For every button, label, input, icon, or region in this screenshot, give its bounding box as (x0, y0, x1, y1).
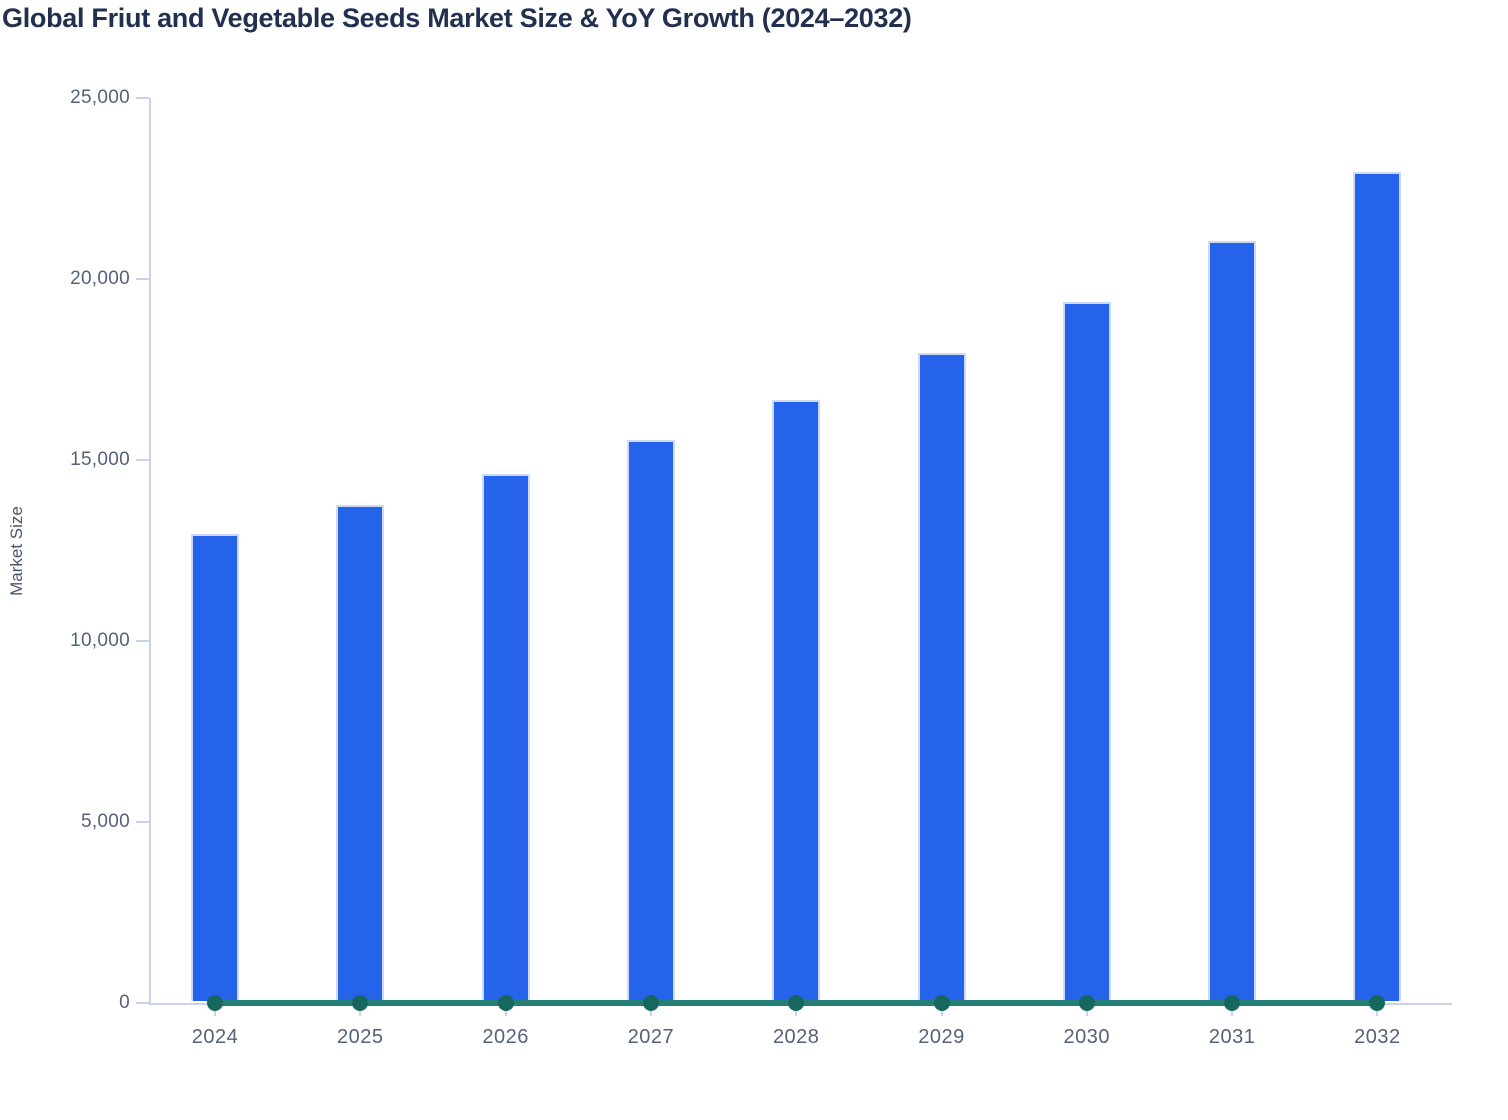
y-tick-mark (136, 459, 149, 461)
yoy-dot-2026[interactable] (497, 994, 514, 1011)
y-axis-title: Market Size (7, 506, 26, 596)
x-tick-label: 2029 (918, 1026, 965, 1048)
bar-2031[interactable] (1208, 240, 1257, 1001)
bar-2029[interactable] (917, 353, 966, 1001)
y-tick-label: 0 (119, 992, 130, 1013)
yoy-dot-2032[interactable] (1369, 994, 1386, 1011)
x-tick-label: 2032 (1354, 1026, 1401, 1048)
y-tick-label: 25,000 (70, 87, 130, 108)
y-tick-mark (136, 821, 149, 823)
bar-2024[interactable] (191, 534, 239, 1001)
y-axis-line (149, 98, 151, 1003)
bar-2032[interactable] (1353, 172, 1402, 1001)
bar-2026[interactable] (481, 474, 530, 1001)
x-tick-label: 2031 (1208, 1026, 1256, 1048)
yoy-dot-2031[interactable] (1224, 994, 1241, 1011)
yoy-dot-2025[interactable] (352, 994, 369, 1011)
x-tick-label: 2025 (337, 1026, 384, 1048)
bar-2030[interactable] (1062, 302, 1111, 1001)
yoy-dot-2030[interactable] (1078, 994, 1095, 1011)
y-tick-label: 10,000 (70, 630, 130, 651)
y-tick-mark (136, 640, 149, 642)
plot-area: 0 5,000 10,000 15,000 20,000 25,000 2024 2025 20… (70, 87, 1452, 1048)
chart-title: Global Friut and Vegetable Seeds Market … (2, 3, 912, 33)
yoy-dot-2029[interactable] (933, 994, 950, 1011)
y-tick-mark (136, 97, 149, 99)
yoy-dot-2028[interactable] (788, 994, 805, 1011)
bar-2025[interactable] (336, 505, 385, 1001)
x-tick-label: 2030 (1063, 1026, 1111, 1048)
bar-2028[interactable] (772, 400, 821, 1001)
y-tick-mark (136, 278, 149, 280)
bar-2027[interactable] (626, 439, 675, 1001)
y-tick-mark (136, 1002, 149, 1004)
x-tick-label: 2026 (482, 1026, 529, 1048)
yoy-dot-2027[interactable] (642, 994, 659, 1011)
x-tick-label: 2028 (772, 1026, 820, 1048)
x-tick-label: 2024 (191, 1026, 239, 1048)
yoy-dot-2024[interactable] (207, 995, 223, 1011)
y-tick-label: 5,000 (80, 811, 130, 832)
y-tick-label: 15,000 (70, 449, 130, 470)
y-tick-label: 20,000 (70, 268, 130, 289)
x-tick-label: 2027 (627, 1026, 675, 1048)
